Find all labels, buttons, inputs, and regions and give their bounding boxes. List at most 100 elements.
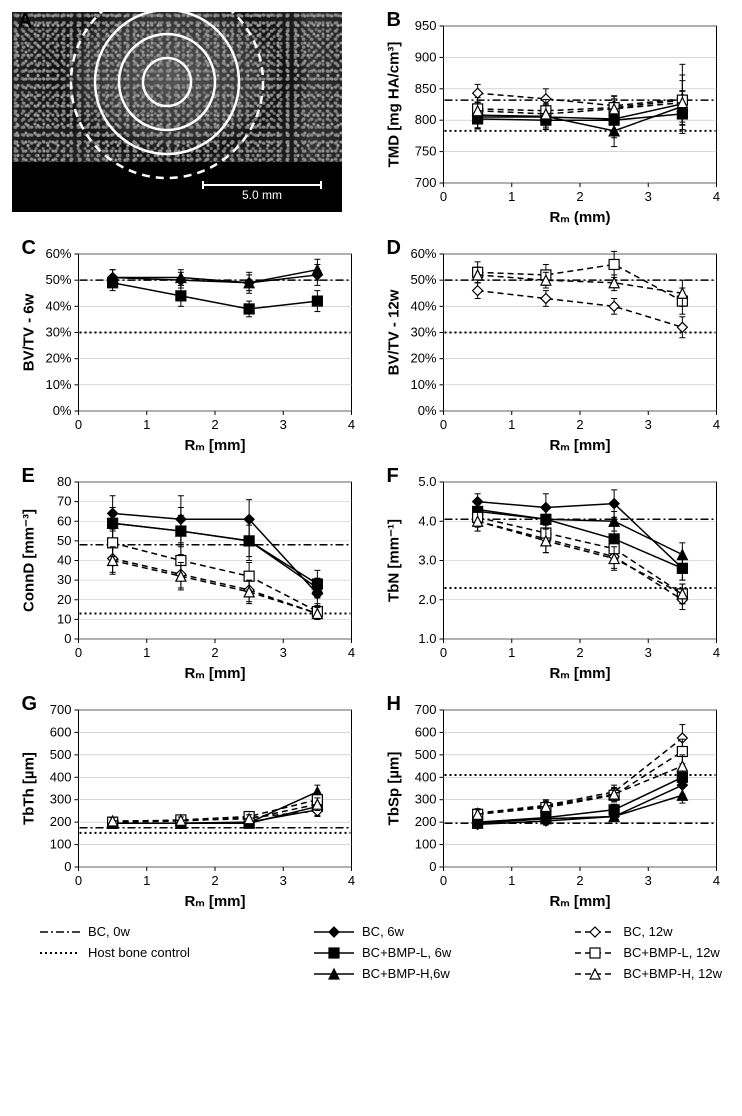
svg-text:Rₘ [mm]: Rₘ [mm]: [549, 893, 610, 910]
svg-text:60%: 60%: [410, 246, 436, 261]
svg-text:1: 1: [143, 645, 150, 660]
svg-text:0: 0: [75, 873, 82, 888]
svg-text:0: 0: [440, 645, 447, 660]
svg-text:40: 40: [57, 553, 71, 568]
svg-text:0: 0: [75, 417, 82, 432]
svg-text:100: 100: [50, 837, 72, 852]
svg-text:C: C: [22, 237, 36, 259]
svg-text:3.0: 3.0: [418, 553, 436, 568]
svg-text:0: 0: [440, 873, 447, 888]
svg-text:3: 3: [280, 645, 287, 660]
svg-text:2: 2: [576, 417, 583, 432]
legend-item-bmph6: BC+BMP-H,6w: [314, 966, 451, 981]
figure-grid: A 5.0 mm 70075080085090095001234TMD [mg …: [0, 0, 742, 912]
panel-a: A 5.0 mm: [12, 8, 365, 228]
svg-text:3: 3: [280, 417, 287, 432]
svg-text:3: 3: [645, 189, 652, 204]
svg-text:0: 0: [440, 189, 447, 204]
svg-text:G: G: [22, 693, 38, 715]
svg-text:850: 850: [415, 81, 437, 96]
svg-text:1.0: 1.0: [418, 631, 436, 646]
svg-text:0: 0: [429, 859, 436, 874]
svg-text:750: 750: [415, 144, 437, 159]
svg-text:2: 2: [211, 645, 218, 660]
svg-text:5.0: 5.0: [418, 474, 436, 489]
panel-a-circles-svg: [12, 12, 342, 212]
svg-text:2: 2: [576, 645, 583, 660]
svg-text:4.0: 4.0: [418, 513, 436, 528]
svg-text:1: 1: [508, 645, 515, 660]
svg-text:100: 100: [415, 837, 437, 852]
svg-text:Rₘ [mm]: Rₘ [mm]: [549, 437, 610, 454]
svg-text:Rₘ [mm]: Rₘ [mm]: [184, 893, 245, 910]
panel-e: 0102030405060708001234ConnD [mm⁻³]Rₘ [mm…: [12, 464, 365, 684]
svg-text:0: 0: [64, 859, 71, 874]
svg-text:4: 4: [713, 645, 720, 660]
svg-text:400: 400: [415, 769, 437, 784]
svg-text:30: 30: [57, 572, 71, 587]
legend-ref-dashdot: BC, 0w: [40, 924, 190, 939]
panel-f: 1.02.03.04.05.001234TbN [mm⁻¹]Rₘ [mm]F: [377, 464, 730, 684]
svg-text:Rₘ [mm]: Rₘ [mm]: [184, 437, 245, 454]
svg-text:0: 0: [440, 417, 447, 432]
svg-text:BV/TV - 6w: BV/TV - 6w: [21, 293, 38, 371]
svg-text:800: 800: [415, 112, 437, 127]
svg-text:600: 600: [50, 724, 72, 739]
svg-text:3: 3: [645, 873, 652, 888]
svg-text:80: 80: [57, 474, 71, 489]
svg-text:3: 3: [645, 645, 652, 660]
panel-h: 010020030040050060070001234TbSp [µm]Rₘ […: [377, 692, 730, 912]
svg-text:600: 600: [415, 724, 437, 739]
svg-text:3: 3: [280, 873, 287, 888]
svg-text:40%: 40%: [45, 298, 71, 313]
svg-text:0: 0: [64, 631, 71, 646]
svg-text:700: 700: [50, 702, 72, 717]
svg-text:3: 3: [645, 417, 652, 432]
svg-text:10%: 10%: [45, 377, 71, 392]
svg-text:Rₘ [mm]: Rₘ [mm]: [184, 665, 245, 682]
svg-text:4: 4: [348, 417, 355, 432]
svg-text:40%: 40%: [410, 298, 436, 313]
svg-text:TbN [mm⁻¹]: TbN [mm⁻¹]: [386, 519, 403, 602]
svg-text:2: 2: [211, 873, 218, 888]
scalebar-text: 5.0 mm: [202, 188, 322, 202]
svg-text:400: 400: [50, 769, 72, 784]
legend-ref-dot: Host bone control: [40, 945, 190, 960]
panel-c: 0%10%20%30%40%50%60%01234BV/TV - 6wRₘ [m…: [12, 236, 365, 456]
svg-text:TMD [mg HA/cm³]: TMD [mg HA/cm³]: [386, 42, 403, 168]
svg-text:TbSp [µm]: TbSp [µm]: [386, 752, 403, 826]
svg-text:20%: 20%: [410, 351, 436, 366]
panel-g: 010020030040050060070001234TbTh [µm]Rₘ […: [12, 692, 365, 912]
svg-text:4: 4: [348, 645, 355, 660]
svg-text:20: 20: [57, 592, 71, 607]
svg-text:4: 4: [713, 189, 720, 204]
svg-text:10%: 10%: [410, 377, 436, 392]
svg-text:BV/TV - 12w: BV/TV - 12w: [386, 289, 403, 375]
svg-text:60: 60: [57, 513, 71, 528]
svg-text:F: F: [387, 465, 399, 487]
svg-text:50: 50: [57, 533, 71, 548]
svg-text:1: 1: [143, 873, 150, 888]
legend-item-bmpl6: BC+BMP-L, 6w: [314, 945, 451, 960]
panel-b: 70075080085090095001234TMD [mg HA/cm³]Rₘ…: [377, 8, 730, 228]
svg-text:2: 2: [211, 417, 218, 432]
svg-text:2: 2: [576, 189, 583, 204]
svg-text:1: 1: [508, 417, 515, 432]
legend-col-refs: BC, 0w Host bone control: [40, 924, 190, 981]
svg-text:50%: 50%: [410, 272, 436, 287]
svg-text:300: 300: [415, 792, 437, 807]
legend-item-bc12: BC, 12w: [575, 924, 722, 939]
legend-item-bmph12: BC+BMP-H, 12w: [575, 966, 722, 981]
panel-d: 0%10%20%30%40%50%60%01234BV/TV - 12wRₘ […: [377, 236, 730, 456]
svg-text:0: 0: [75, 645, 82, 660]
svg-text:4: 4: [348, 873, 355, 888]
svg-text:200: 200: [50, 814, 72, 829]
svg-text:500: 500: [415, 747, 437, 762]
svg-text:30%: 30%: [45, 325, 71, 340]
svg-text:0%: 0%: [53, 403, 72, 418]
svg-text:60%: 60%: [45, 246, 71, 261]
svg-text:4: 4: [713, 873, 720, 888]
svg-text:70: 70: [57, 494, 71, 509]
panel-a-label: A: [18, 10, 32, 33]
legend-item-bmpl12: BC+BMP-L, 12w: [575, 945, 722, 960]
